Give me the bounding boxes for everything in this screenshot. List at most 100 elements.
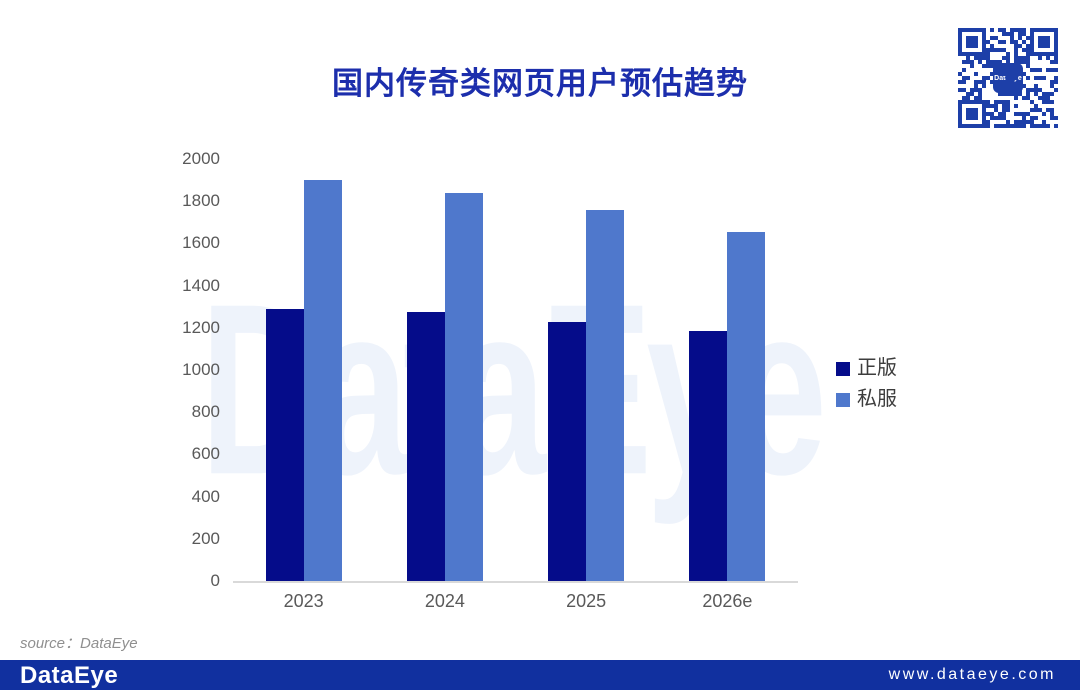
qr-module: [1046, 92, 1050, 96]
qr-module: [1054, 56, 1058, 60]
qr-module: [1006, 84, 1010, 88]
qr-module: [1002, 28, 1006, 32]
qr-module: [1014, 48, 1018, 52]
bar-group-2025: [516, 209, 657, 581]
qr-finder-top-left-icon: [958, 28, 986, 56]
qr-module: [990, 60, 994, 64]
qr-module: [1034, 76, 1038, 80]
qr-module: [978, 56, 982, 60]
legend-item-正版: 正版: [836, 358, 897, 379]
qr-module: [966, 76, 970, 80]
qr-module: [982, 56, 986, 60]
qr-module: [982, 76, 986, 80]
y-tick-label: 2000: [182, 149, 220, 168]
qr-module: [1038, 68, 1042, 72]
qr-module: [1010, 28, 1014, 32]
qr-module: [1006, 52, 1010, 56]
qr-module: [1010, 40, 1014, 44]
qr-module: [974, 80, 978, 84]
qr-module: [1046, 56, 1050, 60]
legend-label: 正版: [857, 357, 897, 379]
qr-module: [1002, 32, 1006, 36]
qr-module: [1018, 112, 1022, 116]
qr-module: [1026, 88, 1030, 92]
qr-finder-bottom-left-icon: [958, 100, 986, 128]
qr-module: [1010, 76, 1014, 80]
qr-module: [1022, 28, 1026, 32]
qr-module: [1018, 92, 1022, 96]
qr-module: [970, 92, 974, 96]
qr-module: [982, 80, 986, 84]
y-tick-label: 1000: [182, 360, 220, 379]
qr-module: [1018, 44, 1022, 48]
qr-module: [1026, 36, 1030, 40]
qr-module: [982, 64, 986, 68]
x-tick-label: 2024: [424, 591, 465, 611]
qr-module: [1010, 124, 1014, 128]
qr-module: [986, 48, 990, 52]
qr-module: [1018, 88, 1022, 92]
qr-module: [1014, 44, 1018, 48]
bar-group-2024: [374, 192, 515, 581]
qr-module: [1042, 124, 1046, 128]
qr-module: [990, 112, 994, 116]
qr-module: [1018, 56, 1022, 60]
qr-module: [998, 60, 1002, 64]
dataeye-logo: DataEye: [20, 662, 119, 689]
qr-module: [1002, 48, 1006, 52]
qr-module: [1046, 108, 1050, 112]
qr-module: [1026, 112, 1030, 116]
qr-module: [990, 72, 994, 76]
qr-module: [994, 100, 998, 104]
qr-module: [974, 96, 978, 100]
qr-module: [994, 84, 998, 88]
legend-swatch-icon: [836, 361, 850, 376]
y-tick-label: 800: [191, 402, 220, 422]
qr-module: [1014, 124, 1018, 128]
qr-module: [1006, 124, 1010, 128]
qr-module: [1002, 92, 1006, 96]
qr-module: [994, 60, 998, 64]
x-axis: 2023 2024 2025 2026e: [233, 591, 798, 612]
qr-module: [978, 96, 982, 100]
qr-module: [970, 64, 974, 68]
qr-module: [1010, 88, 1014, 92]
qr-module: [1002, 112, 1006, 116]
qr-module: [1042, 92, 1046, 96]
bar-正版-2023: [265, 308, 304, 581]
qr-module: [966, 56, 970, 60]
qr-module: [990, 64, 994, 68]
qr-module: [966, 60, 970, 64]
qr-module: [1042, 120, 1046, 124]
qr-module: [962, 96, 966, 100]
bar-正版-2026e: [689, 331, 728, 581]
qr-module: [974, 56, 978, 60]
qr-module: [1022, 32, 1026, 36]
qr-module: [1054, 80, 1058, 84]
qr-module: [994, 48, 998, 52]
qr-module: [978, 88, 982, 92]
qr-module: [1018, 120, 1022, 124]
y-tick-label: 0: [210, 571, 220, 590]
chart-title: 国内传奇类网页用户预估趋势: [332, 66, 748, 101]
qr-module: [958, 88, 962, 92]
qr-module: [1026, 48, 1030, 52]
qr-module: [1002, 56, 1006, 60]
qr-module: [998, 116, 1002, 120]
qr-module: [1030, 124, 1034, 128]
qr-module: [1026, 60, 1030, 64]
qr-module: [990, 104, 994, 108]
qr-module: [990, 116, 994, 120]
qr-module: [1010, 68, 1014, 72]
qr-module: [998, 64, 1002, 68]
qr-module: [986, 76, 990, 80]
qr-module: [1046, 96, 1050, 100]
qr-module: [1054, 116, 1058, 120]
qr-module: [1010, 36, 1014, 40]
qr-module: [1034, 124, 1038, 128]
qr-module: [974, 84, 978, 88]
qr-module: [1042, 96, 1046, 100]
qr-module: [986, 64, 990, 68]
qr-module: [1026, 56, 1030, 60]
qr-module: [1034, 88, 1038, 92]
